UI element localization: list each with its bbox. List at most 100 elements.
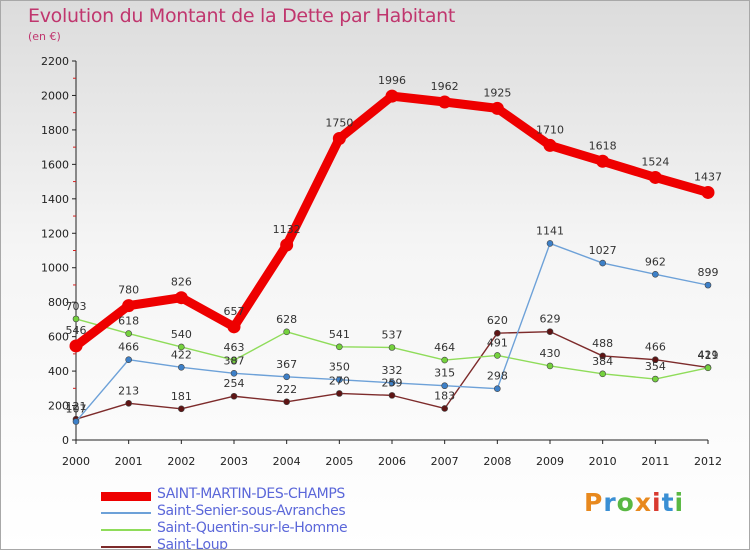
data-label: 222 — [276, 383, 297, 396]
data-label: 1618 — [589, 139, 617, 152]
data-label: 466 — [645, 341, 666, 354]
data-label: 430 — [540, 347, 561, 360]
data-label: 421 — [698, 348, 719, 361]
data-point — [441, 356, 448, 364]
data-point — [336, 343, 343, 351]
data-label: 354 — [645, 360, 666, 373]
y-tick-label: 1400 — [41, 193, 69, 206]
data-point — [546, 240, 554, 247]
data-label: 1437 — [694, 170, 722, 183]
data-label: 1132 — [273, 223, 301, 236]
data-label: 657 — [224, 305, 245, 318]
legend-label: Saint-Senier-sous-Avranches — [157, 503, 346, 519]
data-label: 491 — [487, 336, 508, 349]
data-label: 488 — [592, 337, 613, 350]
data-label: 466 — [118, 341, 139, 354]
x-tick-label: 2010 — [589, 455, 617, 468]
data-point — [385, 89, 399, 103]
x-tick-label: 2006 — [378, 455, 406, 468]
data-point — [441, 382, 448, 390]
legend-label: SAINT-MARTIN-DES-CHAMPS — [157, 486, 345, 502]
data-label: 1962 — [431, 80, 459, 93]
data-point — [648, 170, 662, 184]
data-point — [178, 364, 185, 371]
chart-subtitle: (en €) — [28, 30, 61, 43]
data-label: 1996 — [378, 74, 406, 87]
data-point — [178, 405, 185, 413]
data-label: 270 — [329, 374, 350, 387]
data-label: 1141 — [536, 224, 564, 237]
data-point — [230, 392, 238, 400]
data-label: 1524 — [641, 155, 669, 168]
data-label: 259 — [382, 376, 403, 389]
x-tick-label: 2004 — [273, 455, 301, 468]
y-tick-label: 1600 — [41, 158, 69, 171]
data-point — [174, 291, 188, 305]
data-point — [599, 259, 606, 267]
legend-swatch — [101, 529, 151, 531]
data-label: 826 — [171, 276, 192, 289]
data-point — [596, 154, 610, 168]
data-point — [438, 95, 452, 109]
data-point — [122, 299, 136, 313]
y-tick-label: 1200 — [41, 227, 69, 240]
x-tick-label: 2002 — [167, 455, 195, 468]
data-label: 213 — [118, 384, 139, 397]
series-line-0 — [71, 91, 713, 351]
data-label: 463 — [224, 341, 245, 354]
legend-swatch — [101, 546, 151, 548]
data-point — [704, 364, 712, 372]
data-point — [652, 375, 659, 383]
y-tick-label: 1800 — [41, 124, 69, 137]
data-point — [543, 138, 557, 152]
x-tick-label: 2009 — [536, 455, 564, 468]
data-label: 181 — [171, 390, 192, 403]
data-point — [283, 398, 290, 406]
y-tick-label: 600 — [48, 331, 69, 344]
chart-title: Evolution du Montant de la Dette par Hab… — [28, 5, 456, 27]
data-label: 384 — [592, 355, 613, 368]
data-point — [388, 344, 396, 351]
data-point — [178, 343, 185, 351]
data-point — [494, 352, 501, 359]
data-label: 899 — [698, 266, 719, 279]
data-point — [336, 376, 343, 384]
data-point — [280, 238, 294, 252]
data-label: 628 — [276, 313, 297, 326]
data-point — [546, 362, 554, 370]
x-tick-label: 2012 — [694, 455, 722, 468]
data-label: 540 — [171, 328, 192, 341]
y-tick-label: 0 — [62, 434, 69, 447]
data-label: 962 — [645, 255, 666, 268]
data-point — [490, 101, 504, 115]
data-point — [125, 330, 132, 337]
x-tick-label: 2008 — [483, 455, 511, 468]
x-tick-label: 2003 — [220, 455, 248, 468]
data-label: 315 — [434, 367, 455, 380]
legend-label: Saint-Loup — [157, 537, 228, 550]
data-label: 703 — [66, 300, 87, 313]
data-point — [283, 328, 290, 336]
data-label: 254 — [224, 377, 245, 390]
data-label: 367 — [276, 358, 297, 371]
data-point — [332, 132, 346, 146]
data-label: 183 — [434, 389, 455, 402]
data-point — [494, 385, 501, 392]
data-point — [701, 185, 715, 199]
data-label: 1027 — [589, 244, 617, 257]
data-label: 387 — [224, 354, 245, 367]
legend-swatch — [101, 492, 151, 501]
data-label: 419 — [698, 349, 719, 362]
data-label: 464 — [434, 341, 455, 354]
data-point — [227, 320, 241, 334]
data-label: 350 — [329, 361, 350, 374]
y-tick-label: 1000 — [41, 262, 69, 275]
data-point — [72, 418, 80, 425]
data-label: 629 — [540, 313, 561, 326]
data-point — [652, 356, 659, 364]
data-point — [599, 370, 606, 378]
y-tick-label: 800 — [48, 296, 69, 309]
y-tick-label: 2000 — [41, 89, 69, 102]
data-label: 1925 — [483, 86, 511, 99]
